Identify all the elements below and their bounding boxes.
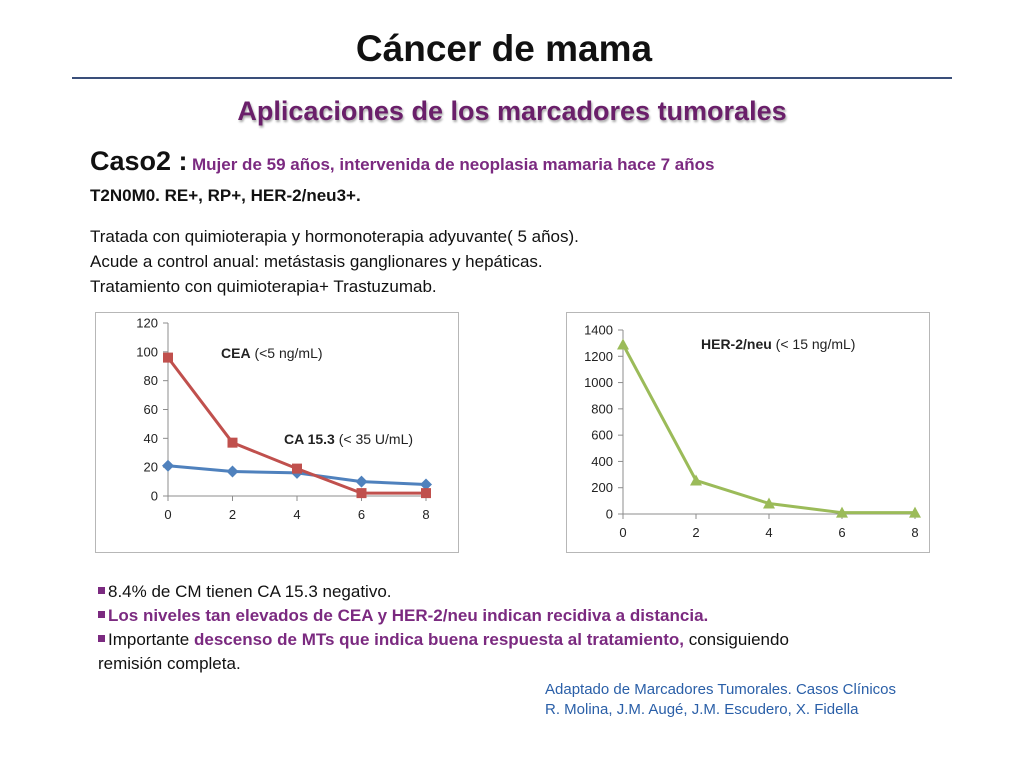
bullet-item: 8.4% de CM tienen CA 15.3 negativo. [98, 580, 958, 604]
chart-cea-ca153-svg: 0 20 40 60 80 100 120 0 2 4 6 8 CEA (<5 ng/mL) CA 15.… [136, 316, 432, 522]
slide-subtitle: Aplicaciones de los marcadores tumorales [237, 96, 787, 126]
x-tick-label: 8 [911, 525, 918, 540]
history-line: Acude a control anual: metástasis gangli… [90, 252, 543, 271]
data-point-triangle [617, 338, 629, 350]
y-tick-label: 60 [144, 402, 158, 417]
history-line: Tratamiento con quimioterapia+ Trastuzum… [90, 277, 437, 296]
x-tick-label: 6 [358, 507, 365, 522]
bullet-square-icon [98, 611, 105, 618]
data-point-square [227, 437, 238, 448]
data-point-diamond [226, 465, 239, 478]
y-tick-label: 400 [591, 454, 613, 469]
series-annotation: HER-2/neu (< 15 ng/mL) [701, 336, 855, 352]
data-point-triangle [909, 506, 921, 518]
data-point-diamond [162, 459, 174, 472]
chart-her2neu: 0 200 400 600 800 1000 1200 1400 0 2 4 6 8 HER-2/neu … [566, 312, 930, 553]
y-tick-label: 100 [136, 344, 158, 359]
y-tick-label: 1200 [584, 349, 613, 364]
x-tick-label: 2 [229, 507, 236, 522]
y-tick-label: 80 [144, 373, 158, 388]
bullet-text: Los niveles tan elevados de CEA y HER-2/… [108, 606, 709, 625]
chart-cea-ca153: 0 20 40 60 80 100 120 0 2 4 6 8 CEA (<5 ng/mL) CA 15.… [95, 312, 459, 553]
chart-her2neu-svg: 0 200 400 600 800 1000 1200 1400 0 2 4 6 8 HER-2/neu … [584, 323, 921, 540]
data-point-triangle [690, 474, 702, 486]
bullet-item: Los niveles tan elevados de CEA y HER-2/… [98, 604, 958, 628]
source-line: R. Molina, J.M. Augé, J.M. Escudero, X. … [545, 701, 859, 718]
bullet-text: consiguiendo [684, 630, 789, 649]
data-point-diamond [420, 478, 432, 491]
y-tick-label: 1400 [584, 323, 613, 338]
data-point-square [356, 488, 367, 499]
bullet-square-icon [98, 635, 105, 642]
y-tick-label: 800 [591, 401, 613, 416]
bullet-continuation: remisión completa. [98, 654, 241, 673]
y-tick-label: 120 [136, 316, 158, 331]
data-point-diamond [355, 475, 368, 488]
case-description: Mujer de 59 años, intervenida de neoplas… [192, 155, 715, 174]
x-tick-label: 2 [692, 525, 699, 540]
series-line-her-2-neu [621, 343, 915, 515]
x-tick-label: 0 [164, 507, 171, 522]
y-tick-label: 20 [144, 460, 158, 475]
x-tick-label: 8 [422, 507, 429, 522]
case-label: Caso2 : [90, 146, 188, 176]
conclusions-list: 8.4% de CM tienen CA 15.3 negativo. Los … [98, 580, 958, 676]
case-history: Tratada con quimioterapia y hormonoterap… [90, 224, 790, 299]
title-divider [72, 77, 952, 79]
series-annotation: CA 15.3 (< 35 U/mL) [284, 431, 413, 447]
x-tick-label: 6 [838, 525, 845, 540]
data-point-square [292, 463, 302, 474]
x-tick-label: 4 [765, 525, 772, 540]
bullet-text: 8.4% de CM tienen CA 15.3 negativo. [108, 582, 392, 601]
series-annotation: CEA (<5 ng/mL) [221, 345, 323, 361]
y-tick-label: 40 [144, 431, 158, 446]
y-tick-label: 200 [591, 480, 613, 495]
slide-title: Cáncer de mama [355, 28, 653, 69]
y-tick-label: 0 [606, 507, 613, 522]
x-tick-label: 0 [619, 525, 626, 540]
bullet-item: Importante descenso de MTs que indica bu… [98, 628, 958, 652]
data-point-square [163, 352, 173, 363]
data-point-triangle [836, 506, 848, 518]
data-point-triangle [763, 497, 775, 509]
y-tick-label: 0 [151, 489, 158, 504]
case-header: Caso2 : Mujer de 59 años, intervenida de… [90, 146, 990, 211]
source-line: Adaptado de Marcadores Tumorales. Casos … [545, 681, 897, 698]
bullet-text: Importante [108, 630, 194, 649]
y-tick-label: 1000 [584, 375, 613, 390]
history-line: Tratada con quimioterapia y hormonoterap… [90, 227, 579, 246]
source-citation: Adaptado de Marcadores Tumorales. Casos … [545, 680, 985, 720]
case-staging: T2N0M0. RE+, RP+, HER-2/neu3+. [90, 186, 361, 205]
x-tick-label: 4 [293, 507, 300, 522]
y-tick-label: 600 [591, 428, 613, 443]
data-point-square [421, 488, 431, 499]
bullet-square-icon [98, 587, 105, 594]
bullet-text-bold: descenso de MTs que indica buena respues… [194, 630, 684, 649]
